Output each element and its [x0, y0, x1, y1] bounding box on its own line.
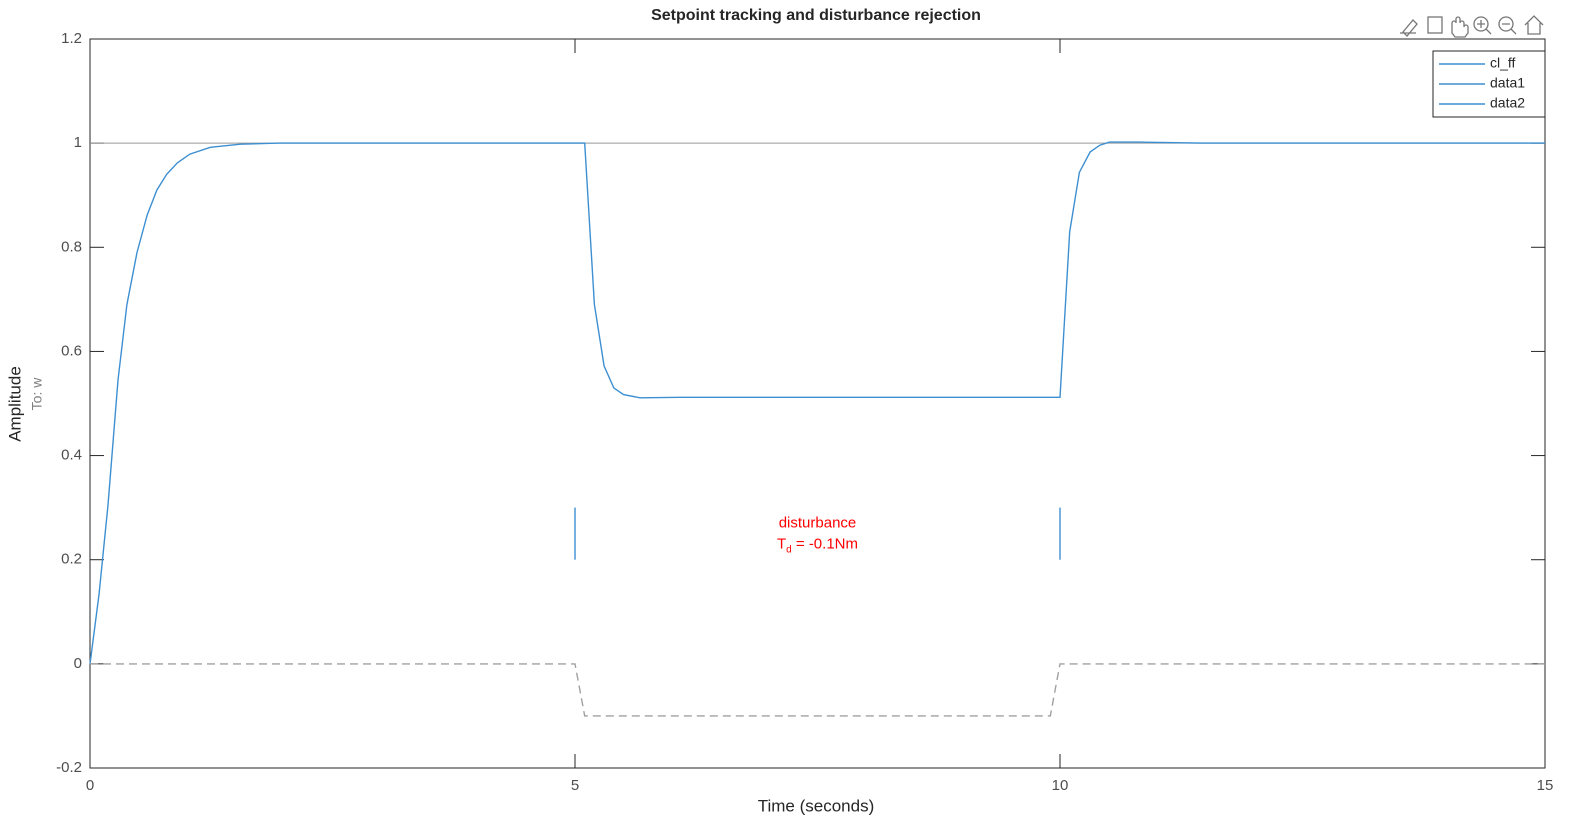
- x-tick-label: 5: [571, 777, 579, 794]
- y-tick-label: -0.2: [56, 759, 82, 776]
- y-axis-label: Amplitude: [5, 366, 24, 442]
- x-tick-label: 0: [86, 777, 94, 794]
- y-tick-label: 0: [74, 655, 82, 672]
- chart-title: Setpoint tracking and disturbance reject…: [651, 7, 981, 24]
- annotation-text: disturbance: [779, 515, 857, 532]
- y-tick-label: 1.2: [61, 30, 82, 47]
- legend-label: cl_ff: [1490, 55, 1516, 71]
- toolbar[interactable]: [1400, 15, 1544, 38]
- x-tick-label: 10: [1052, 777, 1069, 794]
- y-tick-label: 0.8: [61, 238, 82, 255]
- annotation-text: Td = -0.1Nm: [777, 536, 858, 556]
- y-axis-sublabel: To: w: [29, 377, 45, 411]
- annotation-sub: d: [786, 544, 792, 555]
- legend-label: data1: [1490, 75, 1525, 91]
- annotation-main: T: [777, 536, 786, 553]
- toolbar-pan[interactable]: [1451, 16, 1469, 38]
- y-tick-label: 0.6: [61, 342, 82, 359]
- toolbar-home[interactable]: [1524, 15, 1544, 35]
- toolbar-datatip[interactable]: [1427, 16, 1443, 34]
- series-line: [89, 141, 1545, 664]
- x-tick-label: 15: [1537, 777, 1554, 794]
- y-tick-label: 1: [74, 134, 82, 151]
- toolbar-zoom-in[interactable]: [1473, 16, 1489, 32]
- plot-frame: [89, 38, 1546, 769]
- toolbar-brush[interactable]: [1400, 19, 1418, 37]
- y-tick-label: 0.4: [61, 447, 82, 464]
- legend-label: data2: [1490, 95, 1525, 111]
- x-axis-label: Time (seconds): [758, 796, 875, 815]
- y-tick-label: 0.2: [61, 551, 82, 568]
- toolbar-zoom-out[interactable]: [1498, 16, 1514, 32]
- annotation-rest: = -0.1Nm: [792, 536, 858, 553]
- series-line: [90, 663, 1545, 717]
